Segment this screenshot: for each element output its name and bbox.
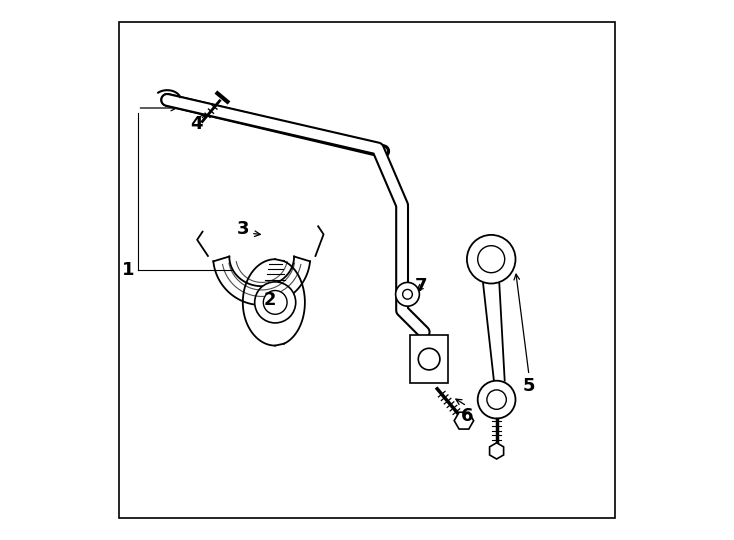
Text: 3: 3: [236, 220, 249, 239]
Circle shape: [487, 390, 506, 409]
Text: 6: 6: [461, 407, 473, 425]
Text: 7: 7: [415, 277, 427, 295]
Circle shape: [478, 381, 515, 418]
Text: 1: 1: [122, 261, 134, 279]
Text: 2: 2: [264, 291, 276, 309]
Circle shape: [255, 282, 296, 323]
Circle shape: [478, 246, 505, 273]
Text: 5: 5: [523, 377, 535, 395]
FancyBboxPatch shape: [410, 335, 448, 383]
Circle shape: [396, 282, 419, 306]
Circle shape: [418, 348, 440, 370]
Circle shape: [264, 291, 287, 314]
Text: 4: 4: [191, 115, 203, 133]
Circle shape: [403, 289, 413, 299]
Circle shape: [467, 235, 515, 284]
